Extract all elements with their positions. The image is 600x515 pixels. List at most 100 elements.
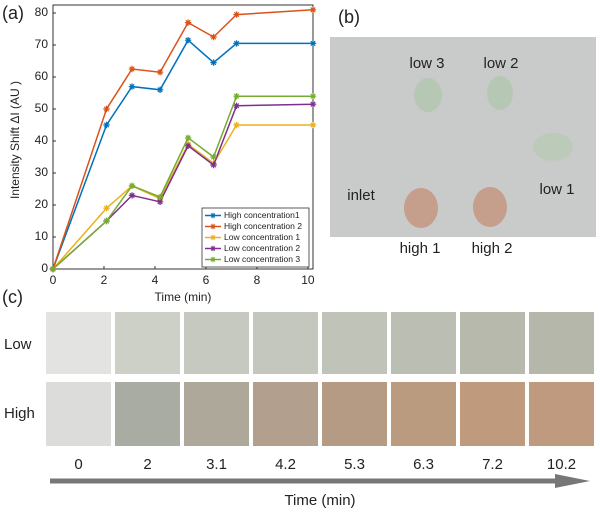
x-axis-label: Time (min) — [155, 290, 212, 304]
y-tick-label: 40 — [35, 133, 49, 147]
legend-marker — [210, 256, 216, 263]
panel-label: (c) — [2, 287, 23, 307]
point — [184, 37, 192, 44]
y-tick-label: 70 — [35, 37, 49, 51]
spot-label: high 1 — [400, 240, 441, 257]
time-label: 4.2 — [275, 456, 296, 473]
point — [210, 59, 217, 66]
legend-marker — [210, 234, 216, 241]
point — [309, 6, 317, 13]
point — [309, 121, 317, 129]
point — [210, 153, 217, 161]
legend-marker — [210, 223, 216, 230]
tile — [253, 382, 318, 446]
point — [49, 265, 57, 273]
legend-entry: Low concentration 2 — [224, 243, 300, 253]
legend-marker — [210, 245, 216, 252]
tile — [460, 382, 525, 446]
panel-label: (b) — [338, 7, 360, 27]
x-tick-label: 10 — [301, 273, 315, 287]
point — [233, 121, 240, 129]
panel-label: (a) — [2, 3, 24, 23]
tile — [529, 382, 594, 446]
point — [210, 161, 217, 169]
tile — [253, 312, 318, 374]
point — [103, 205, 110, 212]
y-tick-label: 80 — [35, 5, 49, 19]
tile — [322, 312, 387, 374]
point — [156, 198, 164, 205]
x-tick-label: 6 — [203, 273, 210, 287]
point — [233, 93, 240, 100]
point — [103, 105, 110, 113]
axes-frame — [52, 4, 314, 270]
tile — [115, 382, 180, 446]
tile — [184, 382, 249, 446]
tile — [46, 382, 111, 446]
series-line — [52, 103, 314, 270]
legend-entry: Low concentration 1 — [224, 232, 300, 242]
tile — [322, 382, 387, 446]
row-label: High — [4, 405, 35, 422]
arrow-head — [555, 474, 590, 488]
point — [156, 86, 164, 93]
spot-label: high 2 — [472, 240, 513, 257]
point — [128, 182, 136, 189]
point — [233, 11, 240, 18]
point — [210, 33, 217, 41]
series-line — [52, 95, 313, 270]
legend-marker — [210, 212, 216, 219]
x-tick-label: 8 — [254, 273, 261, 287]
point — [156, 69, 164, 76]
tile — [184, 312, 249, 374]
time-label: 2 — [143, 456, 151, 473]
x-tick-label: 0 — [50, 273, 57, 287]
time-label: 7.2 — [482, 456, 503, 473]
time-label: 10.2 — [547, 456, 576, 473]
legend-entry: High concentration1 — [224, 210, 300, 220]
point — [309, 40, 317, 47]
point — [309, 101, 317, 108]
tile — [460, 312, 525, 374]
time-label: 6.3 — [413, 456, 434, 473]
point — [233, 102, 240, 109]
y-tick-label: 10 — [35, 229, 49, 243]
spot — [473, 187, 507, 227]
spot-label: low 3 — [409, 55, 444, 72]
point — [128, 83, 136, 90]
point — [156, 193, 164, 201]
spot-label: inlet — [347, 187, 375, 204]
point — [184, 19, 192, 26]
y-tick-label: 60 — [35, 69, 49, 83]
series-line — [52, 124, 313, 270]
legend-entry: High concentration 2 — [224, 221, 302, 231]
spot — [404, 188, 438, 228]
tile — [115, 312, 180, 374]
time-label: 3.1 — [206, 456, 227, 473]
tile — [391, 312, 456, 374]
spot — [533, 133, 573, 161]
tile — [46, 312, 111, 374]
row-label: Low — [4, 336, 32, 353]
point — [184, 134, 192, 141]
y-axis-label: Intensity Shift ΔI (AU ) — [8, 81, 22, 199]
tile — [529, 312, 594, 374]
series-line — [52, 39, 313, 270]
series-line — [52, 9, 314, 270]
spot-label: low 1 — [539, 181, 574, 198]
point — [128, 192, 136, 199]
time-label: 0 — [74, 456, 82, 473]
y-tick-label: 30 — [35, 165, 49, 179]
time-label: 5.3 — [344, 456, 365, 473]
point — [103, 217, 110, 225]
time-axis-label: Time (min) — [284, 492, 355, 509]
y-tick-label: 50 — [35, 101, 49, 115]
point — [103, 121, 110, 129]
y-tick-label: 20 — [35, 197, 49, 211]
point — [233, 40, 240, 47]
x-tick-label: 4 — [152, 273, 159, 287]
spot-label: low 2 — [483, 55, 518, 72]
spot — [487, 76, 513, 110]
point — [309, 93, 317, 100]
